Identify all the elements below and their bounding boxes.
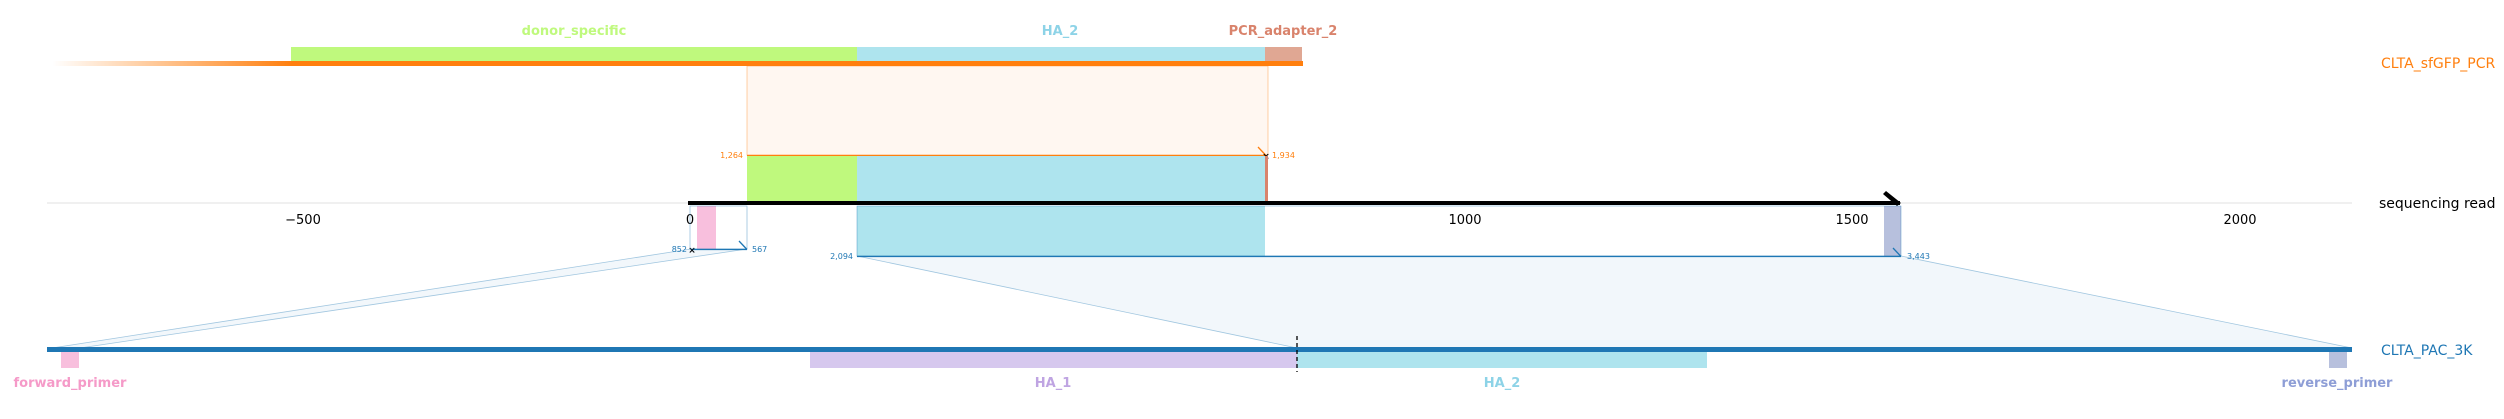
bottom-reference-line[interactable] (47, 347, 2352, 352)
top-alignment-start-label: 1,264 (720, 151, 743, 160)
feature-ha-2-top[interactable] (857, 47, 1265, 62)
bottom-right-start-label: 2,094 (830, 252, 853, 261)
track-label-top: CLTA_sfGFP_PCR (2381, 56, 2495, 72)
top-alignment-arrow (1257, 146, 1267, 156)
feature-pcr-adapter-2-top[interactable] (1265, 47, 1302, 62)
feature-ha-1[interactable] (810, 352, 1297, 368)
top-reference-line[interactable] (291, 61, 1303, 66)
bottom-left-start-mark: × (688, 246, 696, 256)
bottom-left-fan (51, 248, 748, 349)
feature-ha-2-projection (857, 156, 1265, 201)
bottom-left-alignment-arrow (738, 240, 748, 250)
feature-label-donor-specific: donor_specific (522, 24, 627, 39)
feature-donor-specific-top[interactable] (291, 47, 857, 62)
sequencing-read-arrowhead (1883, 191, 1901, 206)
feature-donor-specific-projection (747, 156, 857, 201)
feature-label-reverse-primer: reverse_primer (2282, 376, 2394, 391)
top-alignment-end-label: 1,934 (1272, 151, 1295, 160)
feature-label-ha-1: HA_1 (1035, 376, 1072, 391)
sequencing-read-line[interactable] (688, 201, 1900, 205)
top-track: donor_specific HA_2 PCR_adapter_2 CLTA_s… (52, 24, 2495, 72)
axis-tick-label: −500 (285, 213, 321, 228)
feature-pcr-adapter-2-projection (1265, 156, 1268, 201)
feature-label-forward-primer: forward_primer (14, 376, 128, 391)
axis-tick-label: 1000 (1448, 213, 1481, 228)
bottom-left-end-label: 567 (752, 245, 767, 254)
top-alignment: 1,264 1,934 × (720, 65, 1295, 201)
feature-ha-2-bottom-projection (857, 206, 1265, 256)
bottom-alignments: × 852 567 2,094 3,443 (51, 205, 2353, 349)
feature-label-pcr-adapter-2: PCR_adapter_2 (1229, 24, 1338, 39)
bottom-right-end-label: 3,443 (1907, 252, 1930, 261)
top-reference-fade (52, 61, 292, 66)
track-label-middle: sequencing read (2379, 196, 2495, 212)
top-alignment-shadow (746, 65, 1269, 156)
middle-track: −500 0 500 1000 1500 2000 sequencing rea… (47, 191, 2495, 228)
axis-tick-label: 2000 (2223, 213, 2256, 228)
bottom-right-alignment-arrow (1892, 247, 1902, 257)
track-label-bottom: CLTA_PAC_3K (2381, 343, 2473, 359)
feature-ha-2-bottom[interactable] (1297, 352, 1707, 368)
feature-reverse-primer-projection (1884, 206, 1901, 256)
feature-reverse-primer[interactable] (2329, 352, 2347, 368)
feature-forward-primer[interactable] (61, 352, 79, 368)
feature-label-ha-2-top: HA_2 (1042, 24, 1079, 39)
bottom-left-start-label: 852 (672, 245, 687, 254)
bottom-right-fan (856, 255, 2353, 349)
feature-forward-primer-projection (697, 206, 716, 249)
feature-label-ha-2-bottom: HA_2 (1484, 376, 1521, 391)
axis-tick-label: 1500 (1835, 213, 1868, 228)
bottom-track: forward_primer HA_1 HA_2 reverse_primer … (14, 336, 2473, 391)
